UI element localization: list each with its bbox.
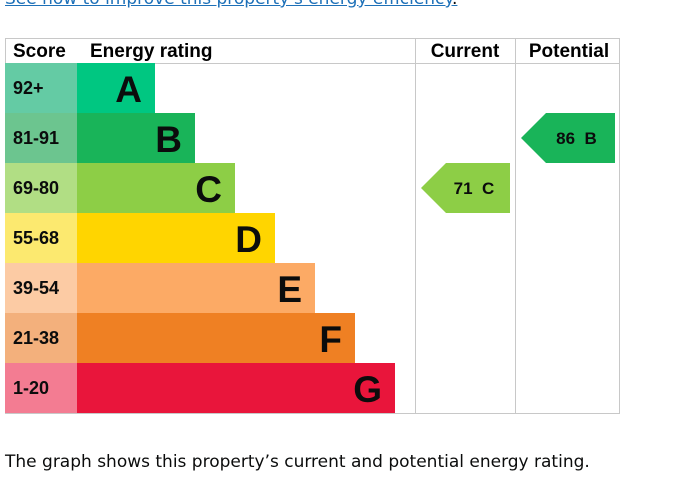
current-rating-arrow <box>421 163 510 213</box>
band-letter-f: F <box>319 319 342 360</box>
header-potential: Potential <box>529 41 609 62</box>
score-cell-d <box>5 213 77 263</box>
band-bar-a <box>77 63 155 113</box>
band-letter-e: E <box>277 269 302 310</box>
rating-markers: 71 C 86 B <box>421 113 615 213</box>
header-current: Current <box>431 41 500 62</box>
band-bar-d <box>77 213 275 263</box>
score-cell-b <box>5 113 77 163</box>
score-cell-f <box>5 313 77 363</box>
rating-bands: 92+ A 81-91 B 69-80 C 55-68 D 39-54 E 21-38 F 1-20 G <box>5 63 395 413</box>
score-range-f: 21-38 <box>13 328 59 348</box>
chart-caption: The graph shows this property’s current … <box>5 452 590 472</box>
score-cell-e <box>5 263 77 313</box>
score-cell-a <box>5 63 77 113</box>
header-score: Score <box>13 41 66 62</box>
band-letter-d: D <box>235 219 262 260</box>
band-bar-g <box>77 363 395 413</box>
link-suffix: . <box>452 0 457 9</box>
potential-rating-label: 86 B <box>556 129 597 148</box>
score-range-a: 92+ <box>13 78 44 98</box>
band-letter-g: G <box>353 369 382 410</box>
potential-rating-arrow <box>521 113 615 163</box>
score-range-e: 39-54 <box>13 278 59 298</box>
band-bar-c <box>77 163 235 213</box>
band-letter-a: A <box>115 69 142 110</box>
band-bar-f <box>77 313 355 363</box>
energy-rating-chart: Score Energy rating Current Potential 92… <box>5 38 620 414</box>
score-cell-g <box>5 363 77 413</box>
current-rating-label: 71 C <box>454 179 495 198</box>
score-range-d: 55-68 <box>13 228 59 248</box>
score-cell-c <box>5 163 77 213</box>
band-letter-b: B <box>155 119 182 160</box>
band-bar-e <box>77 263 315 313</box>
improve-efficiency-link[interactable]: See how to improve this property's energ… <box>5 0 457 9</box>
band-bar-b <box>77 113 195 163</box>
score-range-c: 69-80 <box>13 178 59 198</box>
header-energy-rating: Energy rating <box>90 41 212 62</box>
chart-headers: Score Energy rating Current Potential <box>13 41 609 62</box>
score-range-g: 1-20 <box>13 378 49 398</box>
band-letter-c: C <box>195 169 222 210</box>
score-range-b: 81-91 <box>13 128 59 148</box>
